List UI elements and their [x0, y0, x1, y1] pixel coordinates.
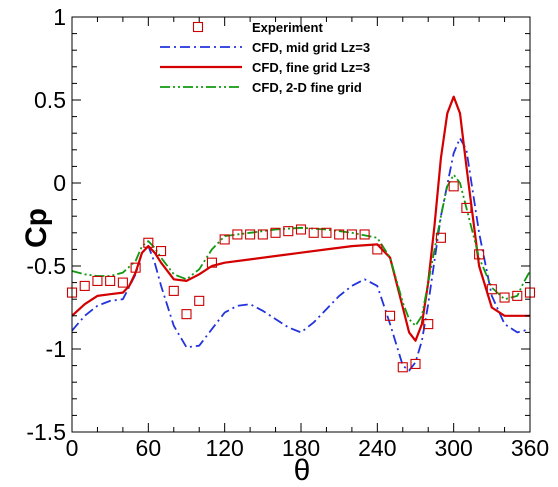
experiment-marker	[334, 229, 345, 240]
experiment-marker	[308, 227, 319, 238]
experiment-marker	[385, 310, 396, 321]
y-tick-label: -0.5	[26, 253, 66, 279]
plot-markers	[66, 181, 536, 373]
x-tick-label: 0	[66, 435, 79, 461]
experiment-marker	[283, 226, 294, 237]
axis-ticks	[71, 16, 531, 433]
experiment-marker	[270, 227, 281, 238]
experiment-marker	[486, 284, 497, 295]
experiment-marker	[105, 275, 116, 286]
experiment-marker	[257, 229, 268, 240]
experiment-marker	[232, 229, 243, 240]
experiment-marker	[359, 229, 370, 240]
experiment-marker	[181, 309, 192, 320]
experiment-marker	[512, 290, 523, 301]
x-tick-label: 360	[511, 435, 549, 461]
y-tick-label: 0.5	[34, 87, 66, 113]
experiment-marker	[245, 229, 256, 240]
experiment-marker	[461, 202, 472, 213]
x-tick-label: 300	[434, 435, 472, 461]
y-tick-label: 0	[53, 170, 66, 196]
experiment-marker	[346, 229, 357, 240]
experiment-marker	[397, 362, 408, 373]
x-tick-label: 60	[136, 435, 162, 461]
x-tick-label: 180	[282, 435, 320, 461]
x-tick-label: 240	[358, 435, 396, 461]
legend-label: CFD, fine grid Lz=3	[252, 60, 370, 75]
experiment-marker	[321, 227, 332, 238]
experiment-marker	[295, 224, 307, 235]
experiment-marker	[499, 292, 510, 303]
series-line-3	[71, 173, 531, 327]
y-tick-label: 1	[53, 4, 66, 30]
experiment-marker	[372, 244, 383, 255]
experiment-marker	[448, 181, 459, 192]
x-tick-label: 120	[205, 435, 243, 461]
axis-tick-labels: 0 60 120 180 240 300 360 -1.5 -1 -0.5 0 0.5 1	[26, 4, 549, 461]
experiment-marker	[219, 234, 230, 245]
experiment-marker	[156, 246, 167, 257]
x-axis-label: θ	[294, 454, 311, 487]
experiment-marker	[143, 237, 154, 248]
legend-label: CFD, mid grid Lz=3	[252, 40, 370, 55]
experiment-marker	[79, 280, 90, 291]
experiment-marker	[130, 262, 141, 273]
legend-marker	[192, 21, 204, 33]
experiment-marker	[435, 232, 446, 243]
experiment-marker	[168, 285, 179, 296]
y-axis-label: Cp	[20, 208, 53, 248]
y-tick-label: -1	[46, 336, 66, 362]
experiment-marker	[194, 295, 205, 306]
y-tick-label: -1.5	[26, 419, 66, 445]
experiment-marker	[474, 249, 485, 260]
legend-label: CFD, 2-D fine grid	[252, 80, 362, 95]
experiment-marker	[410, 358, 421, 369]
series-line-2	[71, 95, 530, 342]
experiment-marker	[423, 319, 434, 330]
legend: Experiment CFD, mid grid Lz=3 CFD, fine gr…	[160, 20, 370, 95]
experiment-marker	[117, 277, 128, 288]
experiment-marker	[92, 275, 103, 286]
experiment-marker	[206, 257, 217, 268]
legend-label: Experiment	[252, 20, 323, 35]
